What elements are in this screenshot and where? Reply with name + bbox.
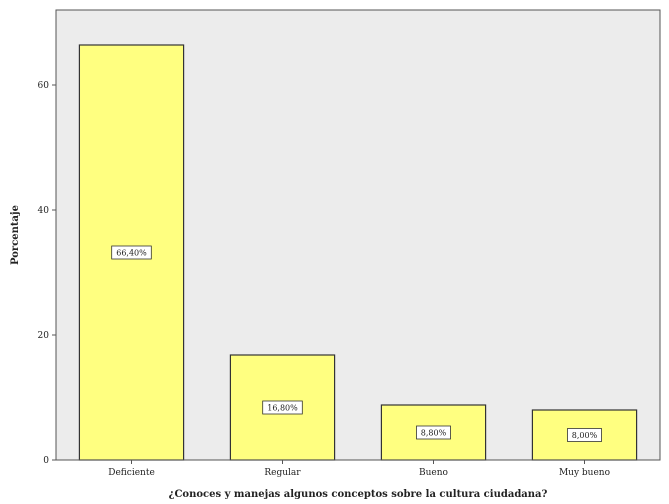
x-tick-label-0: Deficiente: [108, 468, 155, 478]
x-ticks-layer: Deficiente Regular Bueno Muy bueno: [108, 460, 610, 478]
x-axis-label: ¿Conoces y manejas algunos conceptos sob…: [169, 489, 548, 500]
y-tick-label-0: 0: [43, 456, 49, 466]
y-tick-label-2: 40: [38, 206, 50, 216]
y-ticks-layer: 0 20 40 60: [38, 81, 56, 466]
data-label-1: 16,80%: [267, 404, 298, 413]
data-labels-layer: 66,40% 16,80% 8,80% 8,00%: [111, 245, 602, 442]
y-tick-label-3: 60: [38, 81, 50, 91]
data-label-box-2: [416, 425, 451, 440]
data-label-box-3: [567, 428, 602, 442]
y-axis-label: Porcentaje: [10, 205, 21, 265]
y-tick-label-1: 20: [38, 331, 50, 341]
data-label-box-0: [111, 245, 152, 260]
data-label-box-1: [262, 400, 303, 415]
data-label-2: 8,80%: [421, 429, 447, 438]
x-tick-label-2: Bueno: [419, 468, 448, 478]
data-label-3: 8,00%: [572, 431, 598, 440]
data-label-0: 66,40%: [116, 249, 147, 258]
x-tick-label-3: Muy bueno: [559, 468, 610, 478]
x-tick-label-1: Regular: [264, 468, 301, 478]
